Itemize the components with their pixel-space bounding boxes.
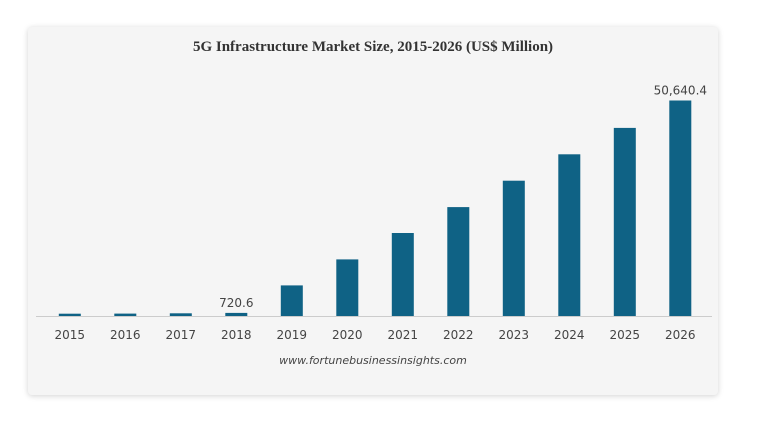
- bar-2022: [447, 207, 470, 316]
- chart-card: 5G Infrastructure Market Size, 2015-2026…: [28, 27, 718, 395]
- x-tick-label: 2022: [443, 328, 474, 342]
- bar-2015: [58, 313, 81, 316]
- bar-2026: [669, 100, 692, 316]
- data-label: 50,640.4: [654, 84, 707, 98]
- x-tick-label: 2020: [332, 328, 363, 342]
- x-tick-label: 2024: [554, 328, 585, 342]
- chart-title: 5G Infrastructure Market Size, 2015-2026…: [192, 39, 554, 55]
- x-tick-label: 2023: [499, 328, 530, 342]
- bar-chart: 2015 2016 2017 2018 2019 2020 2021 2022 2023 2024…: [36, 84, 712, 342]
- bar-2016: [114, 313, 137, 316]
- bar-2019: [280, 285, 303, 316]
- x-tick-label: 2026: [665, 328, 696, 342]
- bar-2020: [336, 259, 359, 316]
- bar-2018: [225, 312, 248, 316]
- x-tick-label: 2016: [110, 328, 141, 342]
- bar-2024: [558, 154, 581, 316]
- x-tick-label: 2021: [388, 328, 419, 342]
- bar-2023: [502, 180, 525, 316]
- bar-2025: [613, 127, 636, 317]
- data-label: 720.6: [219, 296, 253, 310]
- x-tick-label: 2025: [610, 328, 641, 342]
- x-tick-label: 2019: [277, 328, 308, 342]
- x-tick-label: 2018: [221, 328, 252, 342]
- x-tick-label: 2017: [166, 328, 197, 342]
- x-tick-label: 2015: [55, 328, 86, 342]
- bar-2017: [169, 313, 192, 316]
- source-note: www.fortunebusinessinsights.com: [279, 354, 467, 367]
- bar-2021: [391, 233, 414, 316]
